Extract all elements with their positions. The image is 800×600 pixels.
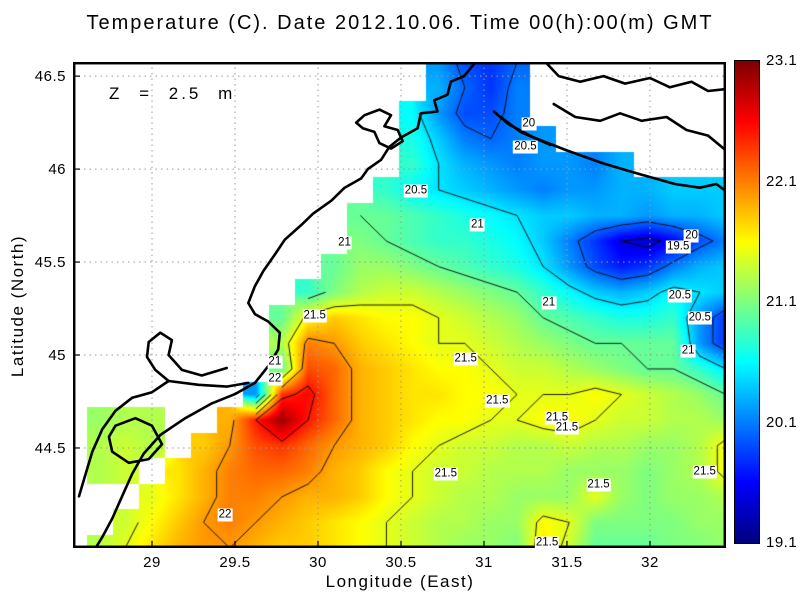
x-tick-label: 32	[641, 554, 659, 571]
contour-label: 21	[337, 236, 352, 250]
contour-label: 19.5	[665, 240, 691, 254]
x-tick-label: 31.5	[551, 554, 583, 571]
depth-annotation: Z = 2.5 m	[109, 84, 236, 103]
contour-label: 20	[684, 229, 699, 243]
colorbar-tick-label: 23.1	[766, 52, 798, 69]
contour-label: 21.5	[554, 421, 580, 435]
contour-label: 21.5	[453, 352, 478, 366]
contour-label: 21.5	[433, 467, 458, 481]
coastline	[107, 416, 164, 465]
map-overlay	[73, 62, 726, 548]
x-tick-label: 30.5	[385, 554, 417, 571]
x-tick-label: 29	[143, 554, 161, 571]
map-plot-area: Z = 2.5 m 20 20.5 20.5 21 20 19.5 21 21 20.5 20.5…	[73, 62, 726, 550]
contour-label: 20.5	[403, 184, 429, 198]
coastline	[77, 331, 228, 498]
coastline	[354, 108, 404, 150]
y-tick-label: 45.5	[34, 254, 66, 272]
colorbar-tick-label: 19.1	[766, 534, 798, 551]
contour-label: 21	[680, 344, 696, 358]
contour-label: 20.5	[513, 140, 538, 154]
y-tick-label: 46.5	[34, 68, 66, 86]
colorbar-tick-label: 22.1	[766, 172, 798, 190]
y-axis-label: Latitude (North)	[8, 234, 27, 378]
contour-label: 22	[267, 372, 283, 386]
x-axis-label: Longitude (East)	[325, 572, 475, 591]
chart-title: Temperature (C). Date 2012.10.06. Time 0…	[86, 12, 714, 34]
x-tick-label: 30	[309, 554, 327, 571]
contour-label: 21.5	[302, 309, 327, 323]
contour-label: 20.5	[687, 311, 712, 325]
contour-label: 21.5	[485, 394, 510, 408]
contour-label: 20.5	[667, 289, 693, 303]
coastline	[499, 115, 552, 147]
contour-label: 21.5	[586, 478, 611, 492]
plot-border	[73, 62, 726, 548]
contour-label: 21.5	[534, 536, 560, 550]
contour-label: 21	[267, 355, 283, 369]
coastline	[167, 379, 250, 388]
contour-label: 21	[541, 296, 557, 310]
contour-label: 21	[469, 218, 485, 232]
y-tick-label: 46	[48, 161, 66, 179]
x-tick-label: 29.5	[219, 554, 251, 571]
contour-label: 20	[521, 117, 537, 131]
colorbar	[734, 60, 760, 544]
coastline	[544, 62, 726, 93]
coastline	[94, 62, 477, 548]
x-tick-label: 31	[475, 554, 493, 571]
contour-label: 22	[217, 508, 233, 522]
y-tick-label: 45	[48, 347, 66, 364]
colorbar-tick-label: 21.1	[766, 293, 798, 310]
y-tick-label: 44.5	[34, 439, 66, 457]
colorbar-tick-label: 20.1	[766, 413, 798, 431]
contour-label: 21.5	[692, 465, 717, 479]
coastline	[552, 102, 726, 152]
